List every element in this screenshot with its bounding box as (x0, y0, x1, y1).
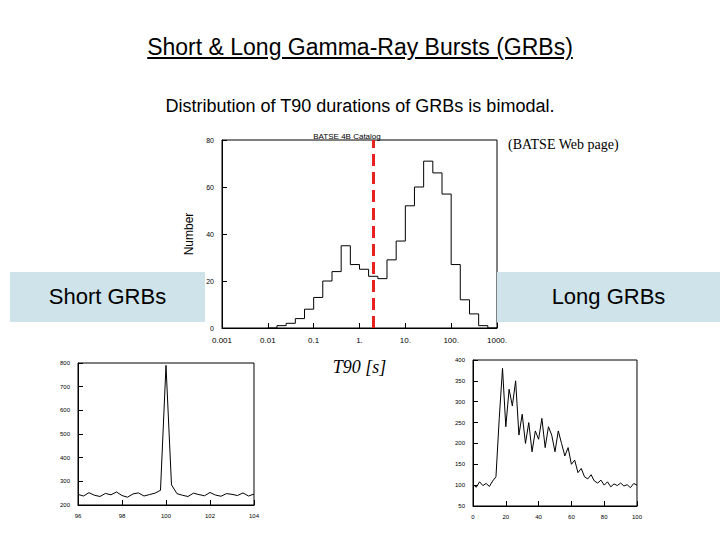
html-text:Short GRBs: Short GRBs (48, 284, 167, 309)
svg-text:700: 700 (60, 384, 71, 390)
svg-text:500: 500 (60, 431, 71, 437)
svg-text:100: 100 (455, 482, 466, 488)
svg-text:98: 98 (119, 513, 126, 519)
svg-text:200: 200 (455, 440, 466, 446)
svg-text:0: 0 (471, 514, 475, 520)
svg-text:50: 50 (458, 503, 465, 509)
svg-text:1.: 1. (356, 336, 363, 345)
svg-text:20: 20 (502, 514, 509, 520)
svg-text:60: 60 (568, 514, 575, 520)
svg-text:100: 100 (632, 514, 643, 520)
svg-text:400: 400 (60, 455, 71, 461)
html-text:Short & Long Gamma-Ray Bursts: Short & Long Gamma-Ray Bursts (GRBs) (147, 34, 573, 60)
svg-text:100: 100 (161, 513, 172, 519)
svg-text:80: 80 (601, 514, 608, 520)
svg-text:300: 300 (455, 399, 466, 405)
svg-text:BATSE 4B Catalog: BATSE 4B Catalog (313, 132, 380, 141)
svg-text:10.: 10. (400, 336, 411, 345)
svg-text:0.1: 0.1 (308, 336, 320, 345)
svg-text:20: 20 (206, 278, 214, 285)
svg-text:300: 300 (60, 478, 71, 484)
html-text:Long GRBs: Long GRBs (551, 284, 666, 309)
svg-text:60: 60 (206, 184, 214, 191)
svg-text:250: 250 (455, 420, 466, 426)
svg-text:Number: Number (182, 213, 196, 256)
svg-text:600: 600 (60, 407, 71, 413)
svg-text:0.001: 0.001 (212, 336, 233, 345)
svg-text:200: 200 (60, 502, 71, 508)
svg-text:100.: 100. (443, 336, 459, 345)
svg-text:40: 40 (206, 231, 214, 238)
svg-text:T90 [s]: T90 [s] (333, 357, 387, 377)
svg-text:400: 400 (455, 357, 466, 363)
svg-text:96: 96 (75, 513, 82, 519)
svg-text:80: 80 (206, 137, 214, 144)
html-text:(BATSE Web page): (BATSE Web page) (508, 137, 619, 152)
svg-text:0.01: 0.01 (260, 336, 276, 345)
svg-text:104: 104 (249, 513, 260, 519)
svg-text:800: 800 (60, 360, 71, 366)
svg-text:150: 150 (455, 461, 466, 467)
svg-text:350: 350 (455, 378, 466, 384)
svg-text:102: 102 (205, 513, 216, 519)
svg-text:40: 40 (535, 514, 542, 520)
svg-text:0: 0 (210, 325, 214, 332)
html-text:Distribution of T90 durations: Distribution of T90 durations of GRBs is… (165, 96, 555, 116)
svg-text:1000.: 1000. (487, 336, 507, 345)
